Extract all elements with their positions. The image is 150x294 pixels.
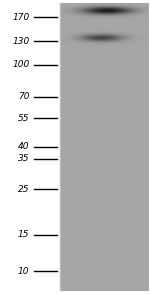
Text: 15: 15 <box>18 230 29 239</box>
Text: 35: 35 <box>18 154 29 163</box>
Text: 170: 170 <box>12 13 29 22</box>
Text: 10: 10 <box>18 267 29 275</box>
Text: 55: 55 <box>18 114 29 123</box>
Text: 130: 130 <box>12 37 29 46</box>
Bar <box>2 0 60 291</box>
Text: 100: 100 <box>12 61 29 69</box>
Text: 40: 40 <box>18 143 29 151</box>
Text: 70: 70 <box>18 92 29 101</box>
Text: 25: 25 <box>18 185 29 193</box>
Bar <box>60 0 148 291</box>
